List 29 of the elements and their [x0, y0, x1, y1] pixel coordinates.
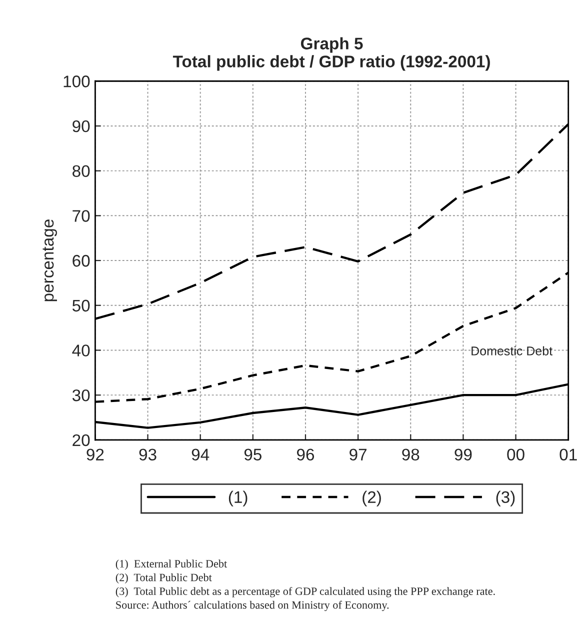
y-tick-label: 50 [72, 300, 90, 312]
y-tick-label: 60 [72, 254, 90, 267]
y-tick-label: 80 [72, 165, 90, 178]
text: (2) Total Public Debt [116, 573, 212, 584]
text: (1) External Public Debt [116, 560, 228, 570]
text: (3) Total Public debt as a percentage of GDP calculated using the PPP exchange rate. [116, 587, 495, 598]
x-tick-label: 98 [402, 448, 420, 460]
x-tick-label: 95 [244, 448, 262, 460]
x-tick-label: 99 [454, 448, 472, 460]
legend-label: (2) [362, 490, 381, 506]
source-note: Source: Authors´ calculations based on Ministry of Economy. [116, 600, 389, 612]
x-tick-label: 94 [192, 448, 210, 460]
annotation: Domestic Debt [472, 346, 552, 356]
y-tick-label: 70 [72, 210, 90, 222]
chart-title: Graph 5 Total public debt / GDP ratio (1992-2001) [172, 37, 490, 71]
y-tick-label: 90 [72, 120, 90, 132]
legend-label: (3) [496, 490, 515, 506]
y-tick-label: 100 [64, 76, 90, 88]
legend-label: (1) [228, 490, 248, 506]
y-tick-label: 20 [72, 434, 90, 446]
x-tick-label: 00 [507, 448, 524, 460]
y-tick-label: 40 [72, 344, 90, 356]
x-tick-label: 93 [139, 448, 156, 460]
x-tick-label: 01 [560, 448, 577, 460]
y-tick-label: 30 [72, 389, 90, 402]
x-tick-label: 97 [350, 448, 366, 460]
x-tick-label: 96 [297, 448, 314, 460]
x-tick-label: 92 [86, 448, 104, 460]
y-axis-title: percentage [42, 220, 57, 302]
